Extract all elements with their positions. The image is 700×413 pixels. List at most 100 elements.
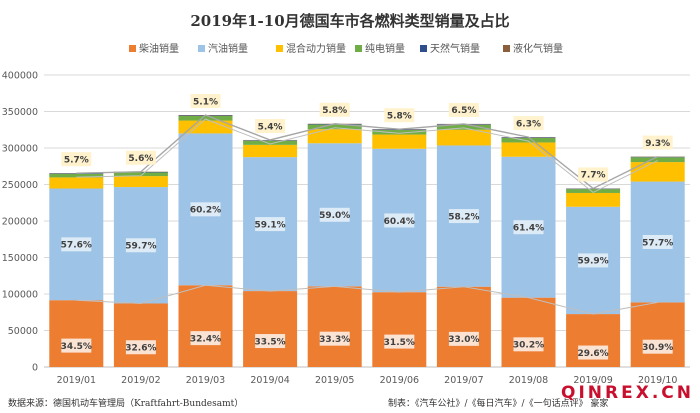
diesel-pct-2019/08-box xyxy=(513,337,544,352)
bar-2019/08-混合动力销量 xyxy=(501,142,556,157)
diesel-pct-2019/06-box xyxy=(384,334,415,349)
bar-2019/01-混合动力销量 xyxy=(49,177,104,189)
legend-label-5: 液化气销量 xyxy=(513,42,563,55)
bar-2019/04-纯电销量 xyxy=(243,140,298,145)
bar-2019/04-混合动力销量 xyxy=(243,144,298,158)
hybrid-pct-2019/10: 9.3% xyxy=(645,139,670,149)
total-lines xyxy=(76,114,659,315)
bar-2019/07-柴油销量 xyxy=(436,286,491,367)
legend-label-0: 柴油销量 xyxy=(139,42,179,55)
percent-labels: 34.5% 57.6% 5.7% 32.6% 59.7% 5.6% 32.4% 60.2% 5.… xyxy=(61,94,673,360)
petrol-pct-2019/02-box xyxy=(125,238,156,253)
bar-2019/02-柴油销量 xyxy=(113,303,168,367)
diesel-pct-2019/07: 33.0% xyxy=(448,335,479,345)
petrol-pct-2019/06-box xyxy=(384,213,415,228)
x-tick-label-2: 2019/03 xyxy=(186,375,225,386)
x-tick-label-7: 2019/08 xyxy=(509,375,548,386)
x-tick-label-9: 2019/10 xyxy=(638,375,677,386)
x-tick-label-0: 2019/01 xyxy=(57,375,96,386)
diesel-pct-2019/09-box xyxy=(578,345,609,360)
y-axis: 0 50000 100000 150000 200000 250000 300000 3500… xyxy=(2,71,38,374)
petrol-pct-2019/06: 60.4% xyxy=(384,217,415,227)
bar-2019/10-纯电销量 xyxy=(630,157,685,163)
x-tick-label-3: 2019/04 xyxy=(250,375,289,386)
hybrid-pct-2019/01: 5.7% xyxy=(64,155,89,165)
y-tick-label-7: 350000 xyxy=(2,107,38,118)
credit-note: 制表：《汽车公社》/《每日汽车》/《一句话点评》 豪家 xyxy=(388,397,608,409)
hybrid-pct-2019/05-box xyxy=(319,102,350,117)
petrol-pct-2019/09-box xyxy=(578,253,609,268)
bar-2019/02-混合动力销量 xyxy=(113,176,168,188)
petrol-pct-2019/07-box xyxy=(448,209,479,224)
legend-swatch-4 xyxy=(420,45,427,52)
diesel-pct-2019/07-box xyxy=(448,331,479,346)
y-tick-label-8: 400000 xyxy=(2,71,38,82)
petrol-pct-2019/10-box xyxy=(642,234,673,249)
legend-swatch-3 xyxy=(355,45,362,52)
petrol-pct-2019/02: 59.7% xyxy=(125,242,156,252)
hybrid-pct-2019/04-box xyxy=(255,118,286,133)
diesel-pct-2019/03-box xyxy=(190,331,221,346)
x-tick-label-6: 2019/07 xyxy=(444,375,483,386)
bar-2019/04-柴油销量 xyxy=(243,291,298,367)
diesel-pct-2019/06: 31.5% xyxy=(384,338,415,348)
legend-label-4: 天然气销量 xyxy=(430,42,480,55)
hybrid-pct-2019/01-box xyxy=(61,152,92,167)
diesel-pct-2019/05-box xyxy=(319,331,350,346)
y-tick-label-6: 300000 xyxy=(2,144,38,155)
legend-swatch-2 xyxy=(276,45,283,52)
hybrid-pct-2019/06-box xyxy=(384,108,415,123)
bar-2019/05-纯电销量 xyxy=(307,124,362,130)
petrol-pct-2019/05: 59.0% xyxy=(319,211,350,221)
petrol-pct-2019/05-box xyxy=(319,207,350,222)
hybrid-pct-2019/02-box xyxy=(125,150,156,165)
legend-label-3: 纯电销量 xyxy=(365,42,405,55)
diesel-top-line xyxy=(76,284,658,315)
bar-2019/03-纯电销量 xyxy=(178,115,233,121)
legend: 柴油销量 汽油销量 混合动力销量 纯电销量 天然气销量 液化气销量 xyxy=(129,42,563,55)
diesel-pct-2019/03: 32.4% xyxy=(190,334,221,344)
chart-title: 2019年1-10月德国车市各燃料类型销量及占比 xyxy=(190,12,509,30)
petrol-pct-2019/09: 59.9% xyxy=(577,257,608,267)
bar-2019/01-纯电销量 xyxy=(49,173,104,178)
watermark: QINREX.CN xyxy=(561,383,694,403)
y-tick-label-4: 200000 xyxy=(2,217,38,228)
bar-2019/09-纯电销量 xyxy=(566,189,621,193)
hybrid-pct-2019/06: 5.8% xyxy=(387,112,412,122)
bar-2019/05-混合动力销量 xyxy=(307,129,362,144)
y-tick-label-0: 0 xyxy=(32,363,38,374)
diesel-pct-2019/04: 33.5% xyxy=(254,337,285,347)
hybrid-pct-2019/08-box xyxy=(513,116,544,131)
x-tick-label-8: 2019/09 xyxy=(573,375,612,386)
petrol-pct-2019/07: 58.2% xyxy=(448,212,479,222)
diesel-pct-2019/02: 32.6% xyxy=(125,344,156,354)
y-tick-label-2: 100000 xyxy=(2,290,38,301)
bars xyxy=(49,115,685,367)
petrol-pct-2019/04: 59.1% xyxy=(254,220,285,230)
legend-swatch-0 xyxy=(129,45,136,52)
x-tick-label-5: 2019/06 xyxy=(380,375,419,386)
bar-2019/07-混合动力销量 xyxy=(436,129,491,146)
diesel-pct-2019/02-box xyxy=(125,340,156,355)
diesel-pct-2019/04-box xyxy=(255,334,286,349)
hybrid-pct-2019/10-box xyxy=(642,135,673,150)
bar-2019/06-柴油销量 xyxy=(372,292,427,367)
bar-2019/10-混合动力销量 xyxy=(630,162,685,182)
hybrid-pct-2019/09: 7.7% xyxy=(581,171,606,181)
hybrid-pct-2019/07: 6.5% xyxy=(451,106,476,116)
x-axis: 2019/01 2019/02 2019/03 2019/04 2019/05 2019/… xyxy=(57,375,678,386)
petrol-pct-2019/08-box xyxy=(513,220,544,235)
diesel-pct-2019/10: 30.9% xyxy=(642,343,673,353)
petrol-pct-2019/08: 61.4% xyxy=(513,224,544,234)
hybrid-pct-2019/07-box xyxy=(448,102,479,117)
bar-2019/01-柴油销量 xyxy=(49,300,104,367)
hybrid-pct-2019/05: 5.8% xyxy=(322,106,347,116)
bar-2019/05-柴油销量 xyxy=(307,286,362,367)
bar-2019/08-纯电销量 xyxy=(501,137,556,143)
petrol-pct-2019/10: 57.7% xyxy=(642,238,673,248)
diesel-pct-2019/01-box xyxy=(61,338,92,353)
source-note: 数据来源：德国机动车管理局（Kraftfahrt-Bundesamt） xyxy=(8,397,243,409)
total-line xyxy=(76,114,659,190)
bar-2019/03-柴油销量 xyxy=(178,285,233,367)
